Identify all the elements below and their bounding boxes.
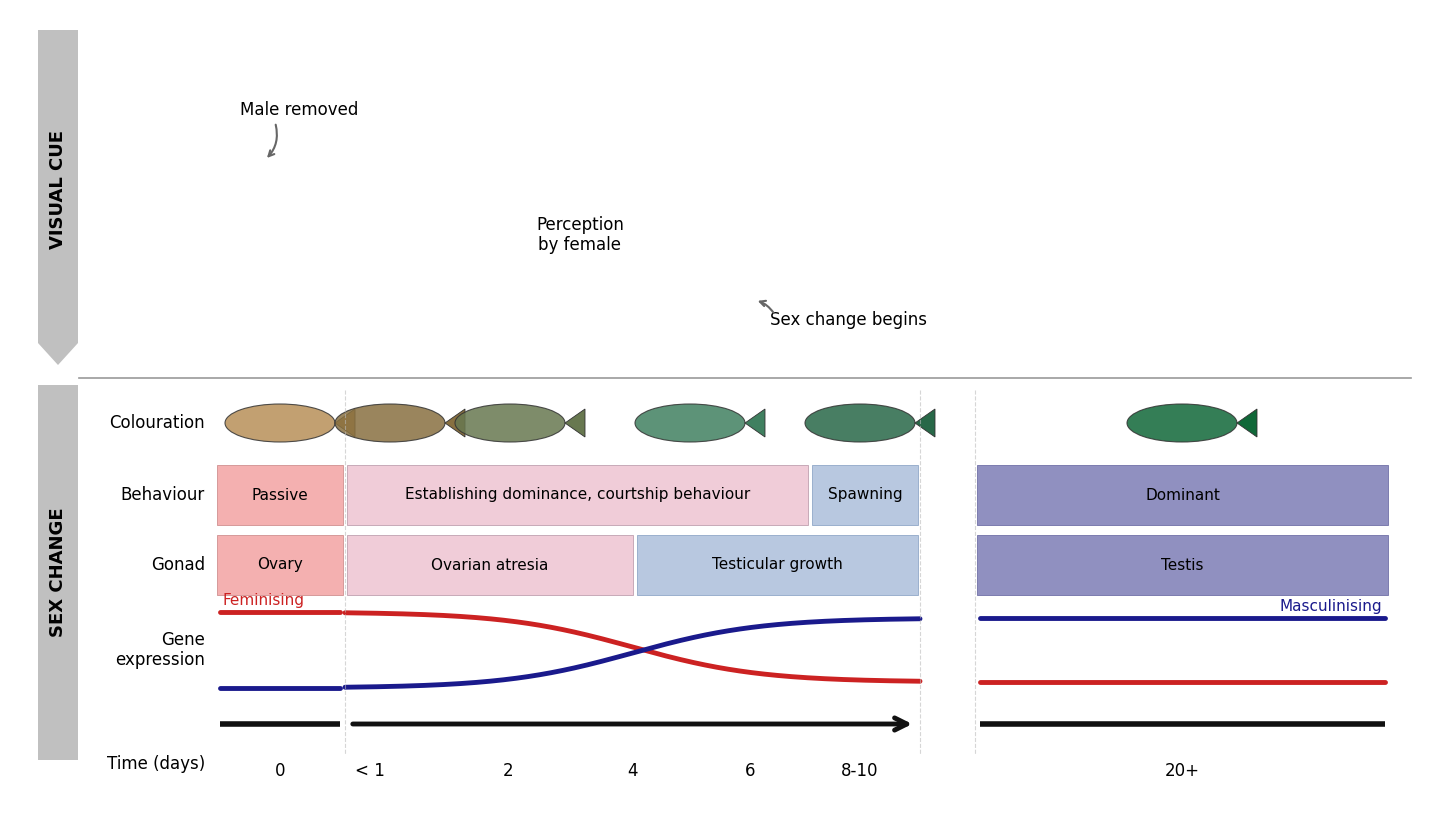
Text: SEX CHANGE: SEX CHANGE — [49, 508, 68, 637]
FancyBboxPatch shape — [37, 385, 78, 760]
Polygon shape — [445, 409, 465, 437]
Text: Establishing dominance, courtship behaviour: Establishing dominance, courtship behavi… — [405, 488, 750, 503]
Text: 8-10: 8-10 — [841, 762, 878, 780]
FancyBboxPatch shape — [217, 535, 343, 595]
FancyBboxPatch shape — [347, 535, 634, 595]
Text: Testicular growth: Testicular growth — [713, 558, 842, 573]
Ellipse shape — [635, 404, 744, 442]
Polygon shape — [744, 409, 765, 437]
FancyBboxPatch shape — [812, 465, 919, 525]
Text: Gene
expression: Gene expression — [115, 631, 204, 670]
Text: VISUAL CUE: VISUAL CUE — [49, 130, 68, 249]
Ellipse shape — [1128, 404, 1237, 442]
Ellipse shape — [336, 404, 445, 442]
Ellipse shape — [805, 404, 914, 442]
Text: Dominant: Dominant — [1145, 488, 1220, 503]
FancyBboxPatch shape — [37, 30, 78, 343]
Text: 0: 0 — [275, 762, 285, 780]
FancyBboxPatch shape — [976, 535, 1388, 595]
FancyBboxPatch shape — [347, 465, 808, 525]
Text: < 1: < 1 — [356, 762, 384, 780]
FancyBboxPatch shape — [976, 465, 1388, 525]
Text: Colouration: Colouration — [109, 414, 204, 432]
Polygon shape — [336, 409, 356, 437]
Text: Gonad: Gonad — [151, 556, 204, 574]
Text: 20+: 20+ — [1165, 762, 1200, 780]
Text: Ovarian atresia: Ovarian atresia — [432, 558, 549, 573]
Text: Sex change begins: Sex change begins — [770, 311, 927, 329]
Text: Ovary: Ovary — [258, 558, 302, 573]
Text: Spawning: Spawning — [828, 488, 903, 503]
Text: Masculinising: Masculinising — [1279, 599, 1382, 614]
Polygon shape — [914, 409, 935, 437]
Text: Testis: Testis — [1161, 558, 1204, 573]
Text: Male removed: Male removed — [240, 101, 359, 119]
Text: Behaviour: Behaviour — [121, 486, 204, 504]
Text: Passive: Passive — [252, 488, 308, 503]
FancyBboxPatch shape — [217, 465, 343, 525]
Polygon shape — [564, 409, 585, 437]
Text: 4: 4 — [626, 762, 638, 780]
Ellipse shape — [225, 404, 336, 442]
FancyBboxPatch shape — [636, 535, 919, 595]
Text: Feminising: Feminising — [223, 593, 305, 608]
Text: 2: 2 — [503, 762, 513, 780]
Polygon shape — [1237, 409, 1257, 437]
Text: Time (days): Time (days) — [107, 755, 204, 773]
Ellipse shape — [455, 404, 564, 442]
Polygon shape — [37, 343, 78, 365]
Text: Perception
by female: Perception by female — [536, 215, 624, 254]
Text: 6: 6 — [744, 762, 755, 780]
